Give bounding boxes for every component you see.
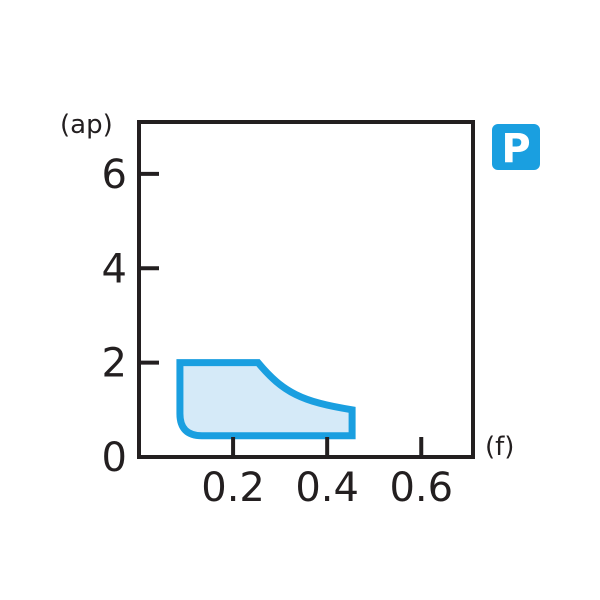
- p-badge: P: [492, 124, 540, 172]
- x-tick-label: 0.6: [389, 465, 453, 511]
- y-axis-label: (ap): [60, 110, 113, 140]
- y-tick-label: 4: [102, 246, 127, 292]
- p-badge-label: P: [501, 126, 530, 172]
- x-tick-label: 0.4: [295, 465, 359, 511]
- application-region: [176, 359, 356, 440]
- y-tick-label: 0: [102, 435, 127, 481]
- y-tick-label: 6: [102, 152, 127, 198]
- x-tick-label: 0.2: [201, 465, 265, 511]
- plot-frame: [137, 120, 475, 459]
- x-axis-label: (f): [485, 432, 514, 462]
- y-tick-label: 2: [102, 341, 127, 387]
